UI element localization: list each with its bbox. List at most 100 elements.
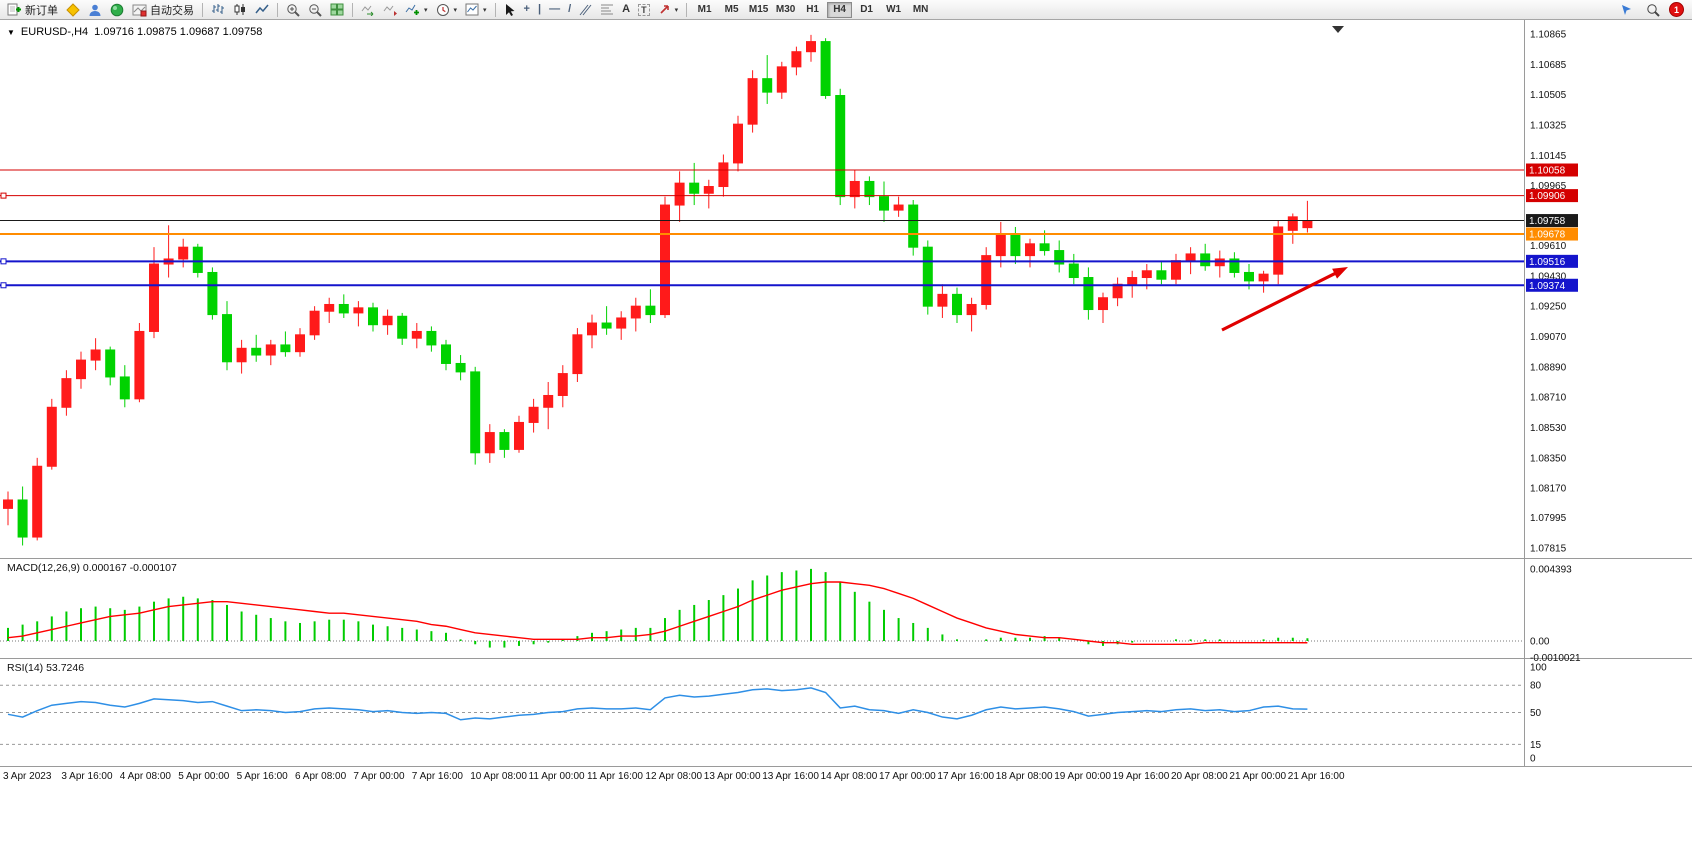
svg-text:3 Apr 2023: 3 Apr 2023	[3, 771, 52, 782]
auto-scroll-icon	[361, 3, 375, 16]
svg-text:1.08170: 1.08170	[1530, 484, 1567, 495]
timeframe-button-d1[interactable]: D1	[854, 2, 879, 18]
autotrading-button[interactable]: 自动交易	[128, 1, 198, 18]
bar-chart-button[interactable]	[207, 1, 229, 18]
crosshair-button[interactable]: +	[520, 1, 534, 18]
svg-text:0.004393: 0.004393	[1530, 565, 1572, 576]
chart-window: ▼ EURUSD-,H4 1.09716 1.09875 1.09687 1.0…	[0, 20, 1692, 849]
cursor-button[interactable]	[500, 1, 520, 18]
time-axis[interactable]: 3 Apr 2023 3 Apr 16:00 4 Apr 08:00 5 Apr 00…	[3, 771, 1345, 782]
svg-text:1.10685: 1.10685	[1530, 60, 1567, 71]
rsi-title: RSI(14) 53.7246	[7, 662, 85, 674]
timeframe-button-h1[interactable]: H1	[800, 2, 825, 18]
fibonacci-button[interactable]	[596, 1, 618, 18]
rsi-line	[7, 687, 1308, 721]
chevron-down-icon: ▾	[453, 6, 458, 14]
price-badge	[1526, 227, 1578, 241]
autotrading-label: 自动交易	[150, 4, 194, 17]
metaeditor-button[interactable]	[62, 1, 84, 18]
chart-canvas[interactable]: 1.10865 1.10685 1.10505 1.10325 1.10145 1.099…	[0, 20, 1692, 849]
arrow-tool-icon	[658, 3, 671, 16]
line-chart-icon	[255, 3, 269, 16]
price-axis[interactable]: 1.10865 1.10685 1.10505 1.10325 1.10145 1.099…	[1530, 30, 1567, 555]
annotation-arrow[interactable]	[1221, 267, 1348, 332]
timeframe-button-m5[interactable]: M5	[719, 2, 744, 18]
quick-jump-button[interactable]	[1616, 1, 1637, 18]
macd-signal-line	[7, 581, 1308, 645]
templates-button[interactable]: ▾	[461, 1, 491, 18]
timeframe-button-m30[interactable]: M30	[773, 2, 798, 18]
candles-layer	[3, 34, 1313, 546]
svg-text:1.10505: 1.10505	[1530, 90, 1567, 101]
search-icon	[1646, 3, 1660, 17]
notification-badge[interactable]: 1	[1669, 2, 1684, 17]
new-order-icon	[7, 3, 22, 17]
chevron-down-icon: ▾	[674, 6, 679, 14]
svg-text:1.09516: 1.09516	[1529, 257, 1566, 268]
timeframe-button-w1[interactable]: W1	[881, 2, 906, 18]
zoom-in-button[interactable]	[282, 1, 304, 18]
price-badge	[1526, 278, 1578, 292]
chart-symbol-header: ▼ EURUSD-,H4 1.09716 1.09875 1.09687 1.0…	[7, 26, 262, 38]
rsi-pane	[0, 684, 1524, 745]
vertical-line-icon: |	[537, 3, 542, 15]
chart-shift-button[interactable]	[379, 1, 401, 18]
hline-handle[interactable]	[0, 192, 7, 199]
svg-text:1.07815: 1.07815	[1530, 544, 1567, 555]
search-button[interactable]	[1642, 1, 1664, 18]
periods-button[interactable]: ▾	[432, 1, 462, 18]
symbol-dropdown-icon[interactable]: ▼	[7, 27, 15, 37]
auto-scroll-button[interactable]	[357, 1, 379, 18]
price-badge	[1526, 214, 1578, 228]
hline-handle[interactable]	[0, 258, 7, 265]
text-label-button[interactable]: T	[634, 1, 654, 18]
svg-text:11 Apr 16:00: 11 Apr 16:00	[587, 771, 643, 782]
shift-marker-icon[interactable]	[1332, 26, 1344, 33]
text-button[interactable]: A	[618, 1, 634, 18]
price-badge	[1526, 189, 1578, 203]
svg-text:1.09906: 1.09906	[1529, 191, 1566, 202]
vertical-line-button[interactable]: |	[534, 1, 545, 18]
svg-text:13 Apr 00:00: 13 Apr 00:00	[704, 771, 761, 782]
metaeditor-icon	[66, 2, 80, 17]
arrows-button[interactable]: ▾	[654, 1, 683, 18]
svg-text:0: 0	[1530, 754, 1536, 765]
timeframe-button-m15[interactable]: M15	[746, 2, 771, 18]
history-center-button[interactable]	[106, 1, 128, 18]
profiles-button[interactable]	[84, 1, 106, 18]
new-order-button[interactable]: 新订单	[3, 1, 62, 18]
profiles-icon	[88, 3, 102, 17]
timeframe-button-m1[interactable]: M1	[692, 2, 717, 18]
candlestick-chart-button[interactable]	[229, 1, 251, 18]
horizontal-line-button[interactable]: —	[545, 1, 564, 18]
timeframe-button-mn[interactable]: MN	[908, 2, 933, 18]
timeframe-button-h4[interactable]: H4	[827, 1, 853, 18]
trendline-icon: /	[568, 3, 572, 15]
chart-frame	[0, 20, 1692, 767]
svg-text:1.09430: 1.09430	[1530, 271, 1567, 282]
svg-text:5 Apr 00:00: 5 Apr 00:00	[178, 771, 230, 782]
svg-text:19 Apr 00:00: 19 Apr 00:00	[1054, 771, 1111, 782]
svg-text:7 Apr 16:00: 7 Apr 16:00	[412, 771, 464, 782]
hline-handle[interactable]	[0, 282, 7, 289]
zoom-out-button[interactable]	[304, 1, 326, 18]
svg-text:1.09250: 1.09250	[1530, 302, 1567, 313]
text-icon: A	[622, 3, 631, 15]
svg-text:17 Apr 16:00: 17 Apr 16:00	[937, 771, 994, 782]
svg-text:12 Apr 08:00: 12 Apr 08:00	[645, 771, 702, 782]
new-order-label: 新订单	[25, 4, 58, 17]
line-chart-button[interactable]	[251, 1, 273, 18]
svg-text:6 Apr 08:00: 6 Apr 08:00	[295, 771, 347, 782]
fibonacci-icon	[600, 3, 614, 16]
toolbar-separator	[494, 2, 496, 17]
svg-text:15: 15	[1530, 740, 1542, 751]
trendline-button[interactable]: /	[564, 1, 575, 18]
template-icon	[465, 3, 479, 16]
channel-button[interactable]	[575, 1, 596, 18]
svg-text:50: 50	[1530, 708, 1542, 719]
indicators-button[interactable]: ▾	[401, 1, 432, 18]
svg-text:14 Apr 08:00: 14 Apr 08:00	[821, 771, 878, 782]
clock-icon	[436, 3, 450, 17]
tile-windows-button[interactable]	[326, 1, 348, 18]
